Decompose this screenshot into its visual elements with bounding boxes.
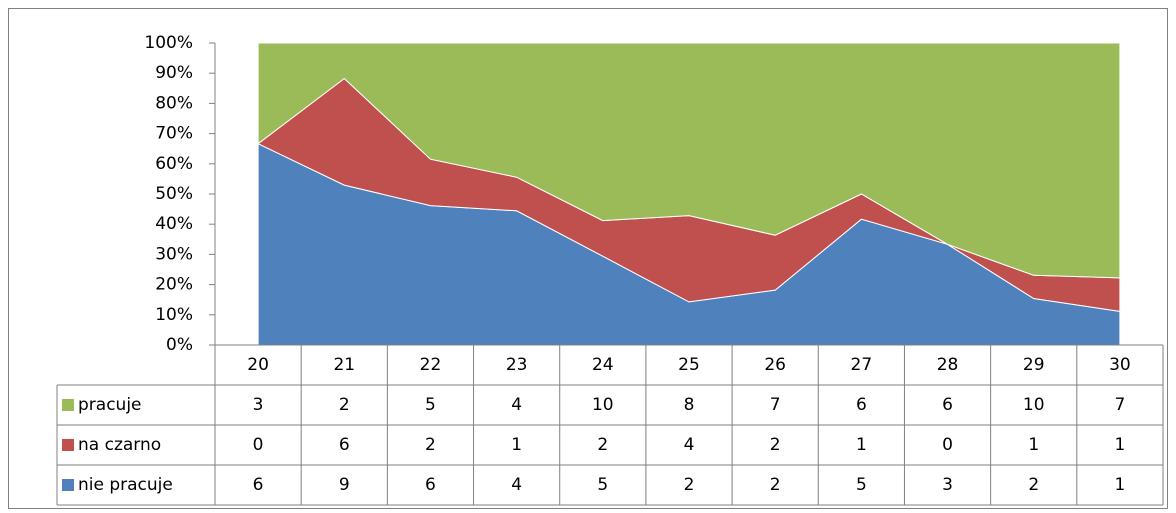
x-tick-label: 28: [937, 355, 959, 375]
x-tick-label: 20: [247, 355, 269, 375]
x-tick-label: 30: [1109, 355, 1131, 375]
x-tick-label: 27: [851, 355, 873, 375]
y-tick-label: 80%: [155, 93, 193, 113]
y-tick-label: 90%: [155, 63, 193, 83]
table-value: 0: [253, 435, 264, 455]
table-value: 5: [856, 475, 867, 495]
legend-swatch: [62, 399, 74, 411]
y-tick-label: 20%: [155, 275, 193, 295]
y-tick-label: 0%: [166, 335, 193, 355]
table-value: 6: [339, 435, 350, 455]
table-value: 10: [592, 395, 614, 415]
legend-label: pracuje: [78, 395, 142, 415]
table-value: 5: [597, 475, 608, 495]
table-value: 4: [684, 435, 695, 455]
x-tick-label: 26: [764, 355, 786, 375]
table-value: 2: [770, 435, 781, 455]
table-value: 7: [770, 395, 781, 415]
y-tick-label: 10%: [155, 305, 193, 325]
table-value: 6: [942, 395, 953, 415]
table-value: 0: [942, 435, 953, 455]
area: [257, 42, 1121, 279]
x-tick-label: 23: [506, 355, 528, 375]
table-value: 3: [253, 395, 264, 415]
x-tick-label: 24: [592, 355, 614, 375]
table-value: 2: [684, 475, 695, 495]
table-value: 4: [511, 475, 522, 495]
x-tick-label: 22: [420, 355, 442, 375]
legend-label: na czarno: [78, 435, 161, 455]
legend-swatch: [62, 479, 74, 491]
table-value: 1: [856, 435, 867, 455]
table-value: 1: [1028, 435, 1039, 455]
table-value: 2: [425, 435, 436, 455]
y-tick-label: 70%: [155, 124, 193, 144]
table-value: 2: [1028, 475, 1039, 495]
y-tick-label: 100%: [144, 33, 193, 53]
table-value: 7: [1114, 395, 1125, 415]
y-tick-label: 50%: [155, 184, 193, 204]
table-value: 6: [253, 475, 264, 495]
table-value: 2: [597, 435, 608, 455]
table-value: 2: [339, 395, 350, 415]
x-tick-label: 25: [678, 355, 700, 375]
table-value: 2: [770, 475, 781, 495]
table-value: 6: [856, 395, 867, 415]
y-tick-label: 30%: [155, 244, 193, 264]
y-tick-label: 40%: [155, 214, 193, 234]
table-value: 1: [511, 435, 522, 455]
table-value: 5: [425, 395, 436, 415]
x-tick-label: 29: [1023, 355, 1045, 375]
legend-swatch: [62, 439, 74, 451]
table-value: 1: [1114, 475, 1125, 495]
table-value: 9: [339, 475, 350, 495]
table-value: 6: [425, 475, 436, 495]
table-value: 1: [1114, 435, 1125, 455]
legend-label: nie pracuje: [78, 475, 173, 495]
x-tick-label: 21: [333, 355, 355, 375]
table-value: 3: [942, 475, 953, 495]
table-value: 10: [1023, 395, 1045, 415]
y-tick-label: 60%: [155, 154, 193, 174]
table-value: 4: [511, 395, 522, 415]
table-value: 8: [684, 395, 695, 415]
